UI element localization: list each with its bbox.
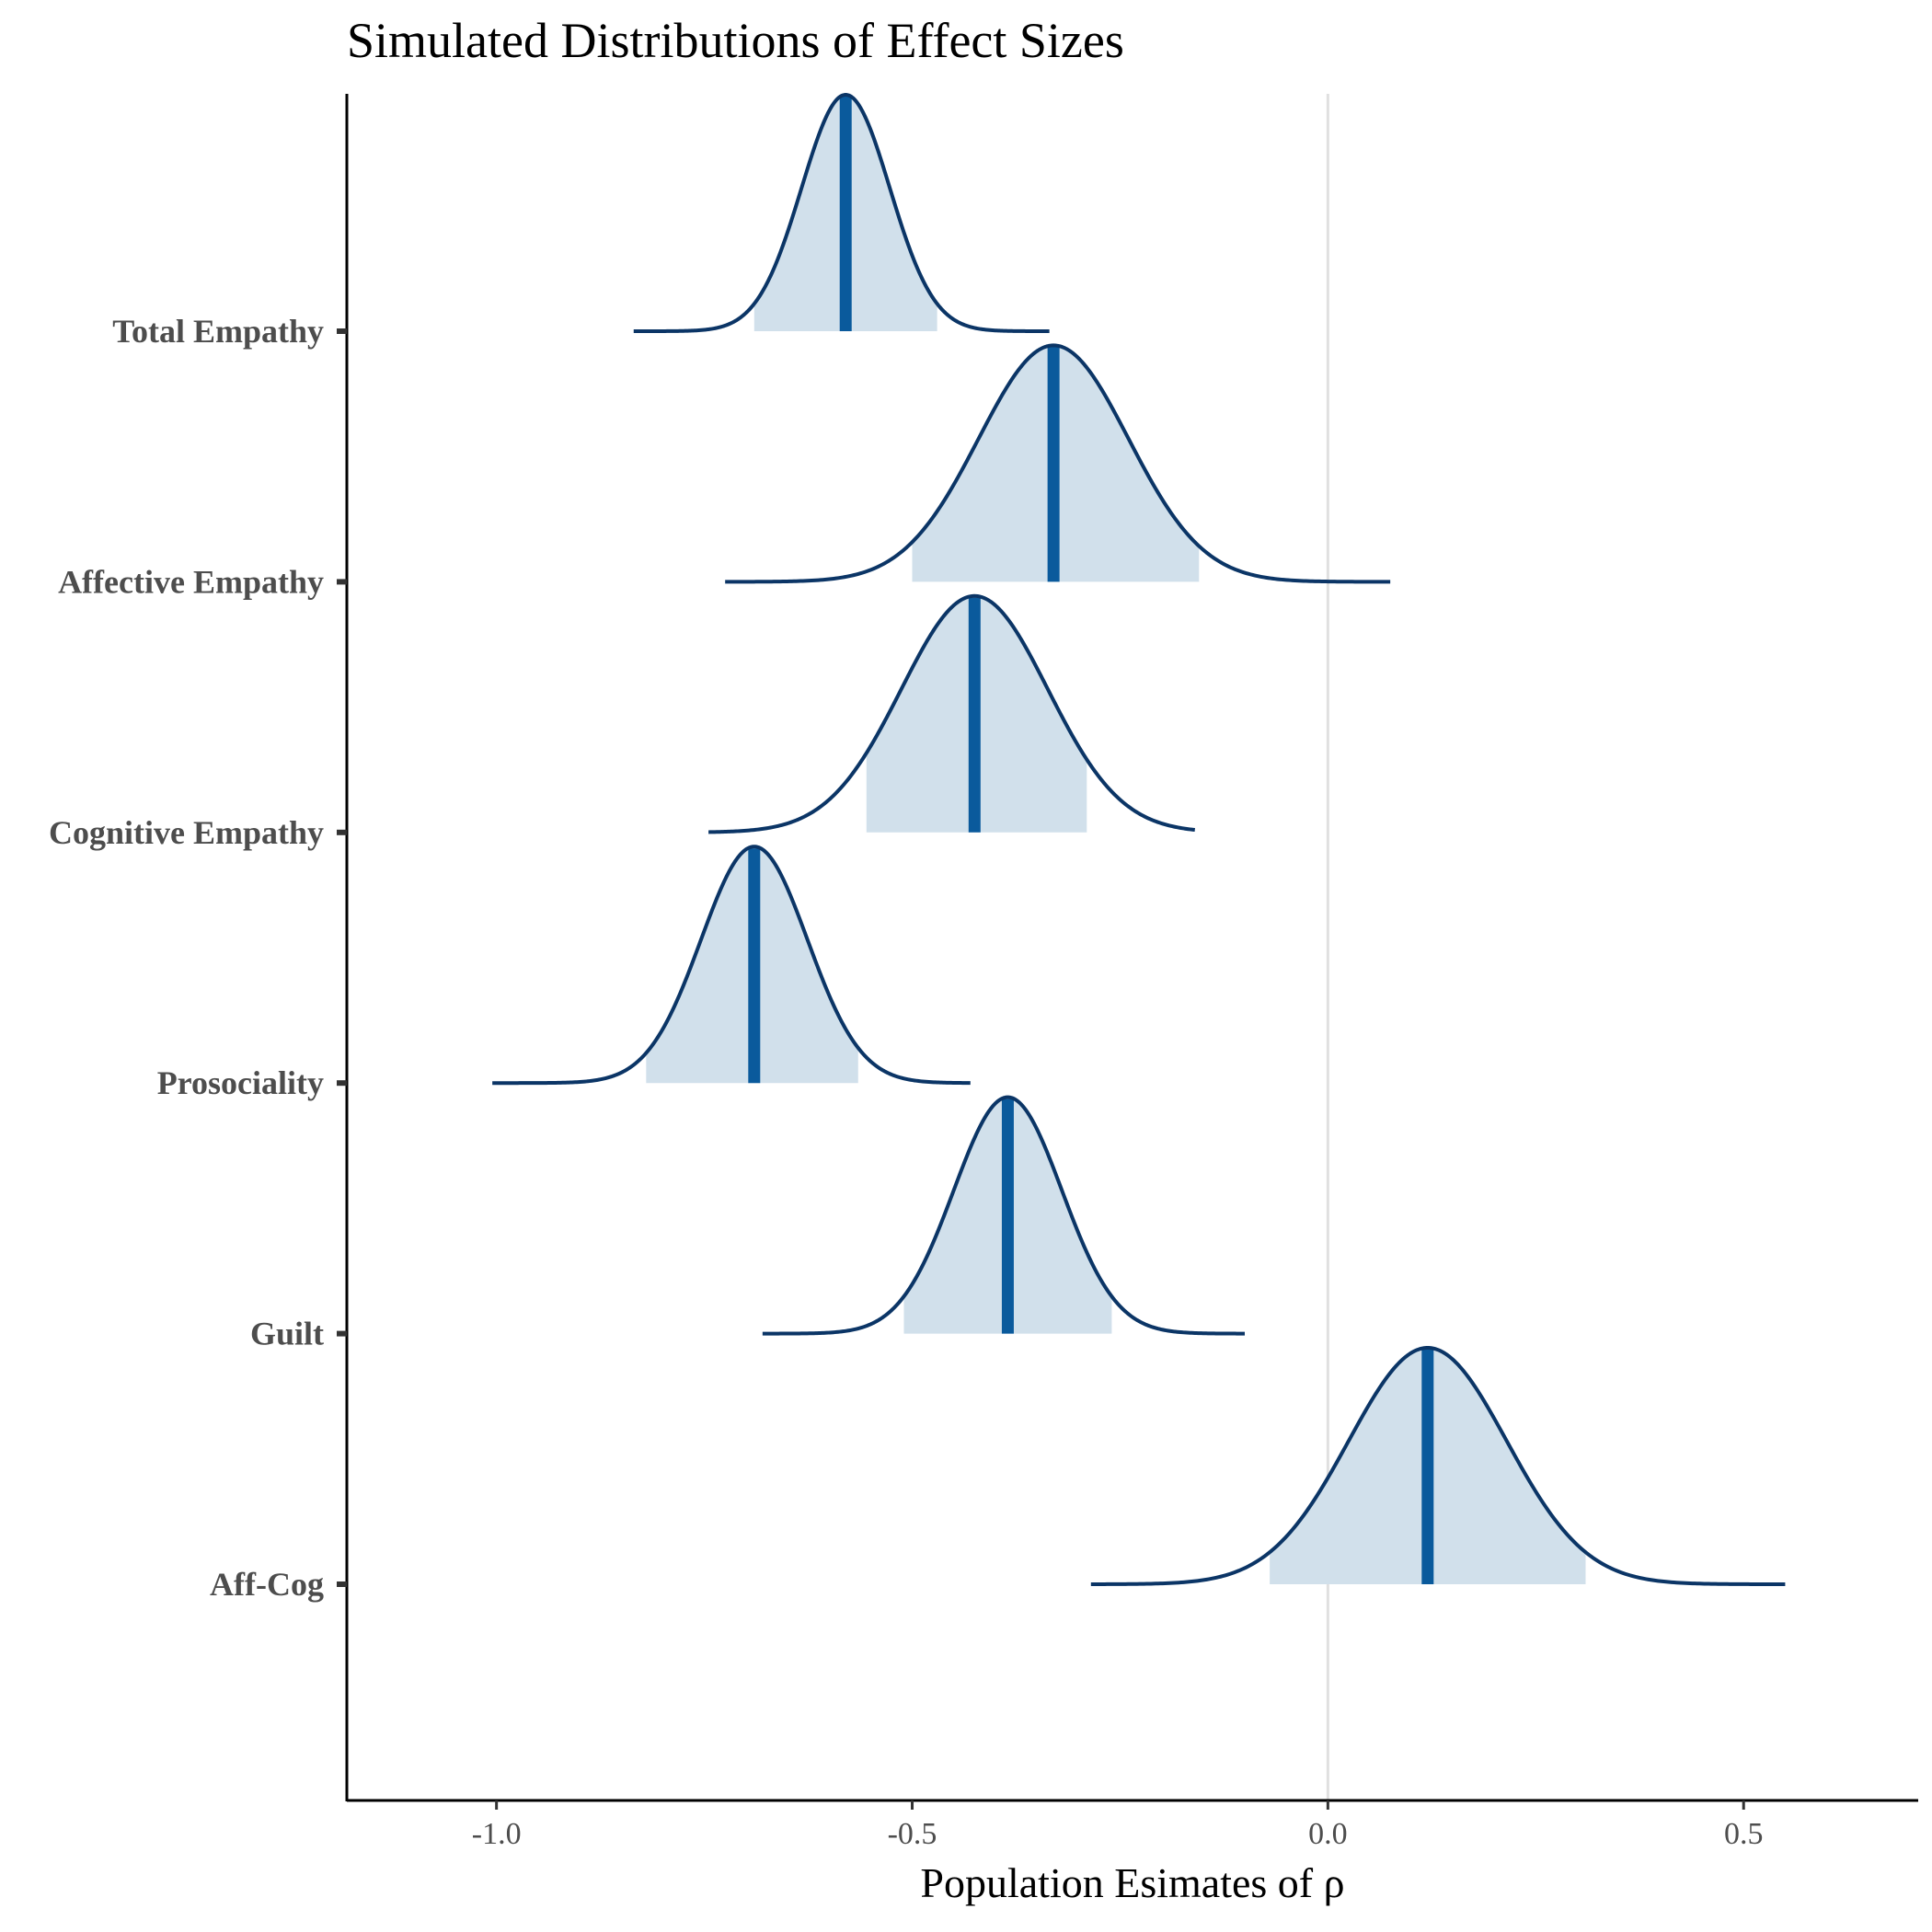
- y-tick-label: Guilt: [250, 1316, 324, 1352]
- ridge-4: [491, 845, 972, 1086]
- density-curve: [707, 593, 1196, 834]
- ridge-6: [1090, 1346, 1786, 1586]
- y-tick-label: Total Empathy: [112, 313, 324, 350]
- chart-title: Simulated Distributions of Effect Sizes: [347, 13, 1124, 68]
- x-tick-label: 0.5: [1724, 1817, 1764, 1851]
- y-tick-label: Cognitive Empathy: [49, 814, 324, 851]
- x-ticks-group: -1.0 -0.5 0.0 0.5: [472, 1800, 1764, 1851]
- density-curve: [725, 343, 1391, 584]
- density-curve: [491, 845, 972, 1086]
- x-tick-label: -1.0: [472, 1817, 522, 1851]
- x-axis-label: Population Esimates of ρ: [920, 1859, 1344, 1906]
- y-ticks-group: Total Empathy Affective Empathy Cognitive …: [49, 313, 347, 1603]
- ridge-5: [762, 1095, 1246, 1336]
- y-tick-label: Aff-Cog: [210, 1566, 324, 1603]
- x-tick-label: 0.0: [1308, 1817, 1348, 1851]
- density-curve: [1090, 1346, 1786, 1586]
- ridge-3: [707, 593, 1196, 834]
- y-tick-label: Affective Empathy: [58, 563, 324, 600]
- x-tick-label: -0.5: [888, 1817, 937, 1851]
- density-curve: [633, 93, 1051, 333]
- ridge-1: [633, 93, 1051, 333]
- density-curve: [762, 1095, 1246, 1336]
- y-tick-label: Prosociality: [157, 1064, 324, 1101]
- ridges-group: [491, 93, 1786, 1586]
- ridge-2: [725, 343, 1391, 584]
